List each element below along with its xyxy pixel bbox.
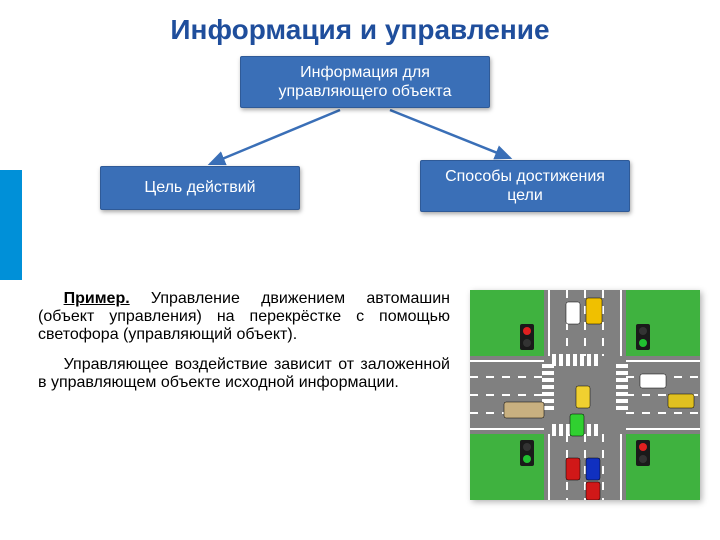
paragraph-2: Управляющее воздействие зависит от залож… — [38, 356, 450, 392]
page-title: Информация и управление — [0, 0, 720, 46]
node-right: Способы достижения цели — [420, 160, 630, 212]
intersection-illustration — [470, 290, 700, 500]
paragraph-1: Пример. Управление движением автомашин (… — [38, 290, 450, 344]
body-text: Пример. Управление движением автомашин (… — [38, 290, 450, 520]
example-label: Пример. — [64, 290, 130, 307]
diagram: Информация для управляющего объекта Цель… — [0, 46, 720, 226]
node-left: Цель действий — [100, 166, 300, 210]
node-top: Информация для управляющего объекта — [240, 56, 490, 108]
